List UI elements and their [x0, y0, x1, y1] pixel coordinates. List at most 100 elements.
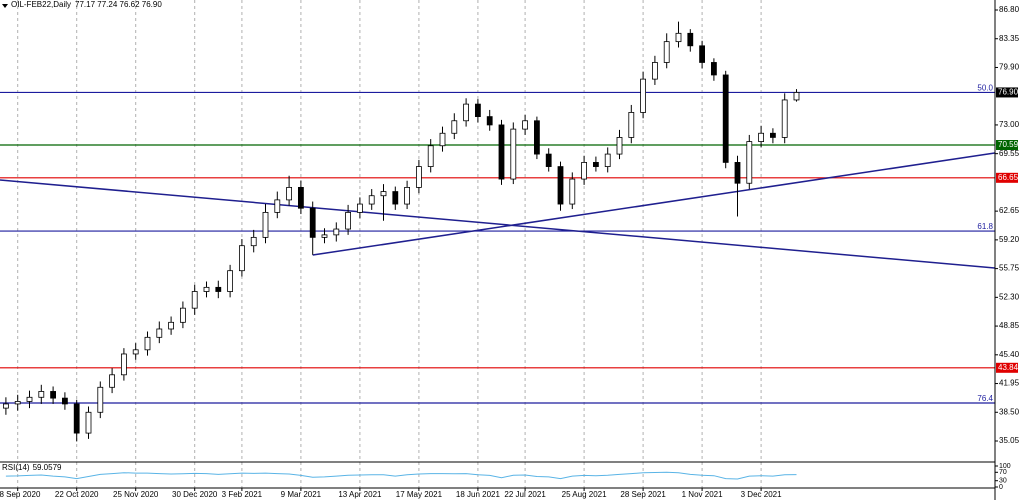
rsi-tick-label: 100	[999, 463, 1011, 470]
candle-body	[427, 145, 434, 167]
rsi-header: RSI(14) 59.0579	[2, 463, 62, 472]
candle-body	[557, 166, 564, 205]
candle-body	[321, 234, 328, 238]
menu-arrow[interactable]	[2, 4, 8, 8]
candle-body	[156, 328, 163, 338]
candle-body	[404, 186, 411, 205]
x-tick-label: 25 Aug 2021	[562, 490, 607, 499]
price-box-label: 76.90	[998, 88, 1019, 97]
x-tick-label: 22 Jul 2021	[504, 490, 546, 499]
candle-body	[498, 124, 505, 180]
candle-body	[510, 128, 517, 180]
candle-body	[593, 162, 599, 167]
chart-header: OIL-FEB22,Daily 77.17 77.24 76.62 76.90	[11, 0, 162, 9]
y-tick-label: 83.35	[999, 34, 1020, 43]
candle-body	[781, 99, 788, 138]
candle-body	[73, 403, 80, 434]
candle-body	[793, 92, 800, 101]
candle-body	[168, 321, 175, 330]
x-tick-label: 3 Dec 2021	[741, 490, 782, 499]
x-tick-label: 22 Oct 2020	[55, 490, 99, 499]
candle-body	[628, 112, 635, 138]
candle-body	[62, 397, 68, 405]
fib-label: 76.4	[977, 394, 993, 403]
candle-body	[179, 307, 186, 323]
plot	[0, 21, 995, 442]
candle-body	[121, 353, 127, 376]
x-tick-label: 25 Nov 2020	[113, 490, 159, 499]
trendline	[312, 152, 995, 256]
candle-body	[345, 211, 352, 230]
quote: 77.17 77.24 76.62 76.90	[75, 0, 162, 9]
x-tick-label: 30 Dec 2020	[172, 490, 218, 499]
candle-body	[534, 120, 540, 155]
candle-body	[333, 228, 340, 236]
x-tick-label: 9 Mar 2021	[281, 490, 322, 499]
y-tick-label: 55.75	[999, 264, 1020, 273]
candle-body	[286, 186, 293, 201]
x-tick-label: 18 Jun 2021	[456, 490, 501, 499]
price-box-label: 70.59	[998, 140, 1019, 149]
y-tick-label: 62.65	[999, 206, 1020, 215]
y-tick-label: 86.80	[999, 5, 1020, 14]
candle-body	[356, 203, 363, 213]
candle-body	[97, 386, 104, 413]
candle-body	[722, 74, 729, 163]
x-tick-label: 17 May 2021	[396, 490, 443, 499]
candle-body	[486, 116, 493, 126]
y-tick-label: 79.90	[999, 63, 1020, 72]
candle-body	[451, 120, 458, 134]
candle-body	[227, 270, 234, 292]
candle-body	[191, 291, 198, 309]
candle-body	[297, 186, 304, 209]
x-tick-label: 1 Nov 2021	[682, 490, 723, 499]
symbol: OIL-FEB22,Daily	[11, 0, 71, 9]
y-tick-label: 45.40	[999, 350, 1020, 359]
candle-body	[368, 195, 375, 205]
candle-body	[734, 162, 741, 184]
candle-body	[380, 191, 387, 197]
y-tick-label: 69.55	[999, 149, 1020, 158]
price-box	[996, 172, 1018, 183]
rsi-tick-label: 70	[999, 469, 1007, 476]
candle-body	[203, 286, 210, 292]
candle-body	[746, 141, 753, 184]
candle-body	[262, 211, 269, 238]
candle-body	[545, 153, 552, 167]
trendline	[0, 179, 995, 269]
rsi-line	[5, 471, 797, 480]
candle-body	[569, 178, 576, 205]
candle-body	[274, 199, 281, 213]
candle-body	[132, 349, 139, 355]
price-box	[996, 87, 1018, 98]
candle-body	[392, 191, 399, 205]
candle-body	[687, 32, 694, 47]
y-tick-label: 35.05	[999, 436, 1020, 445]
candle-body	[581, 162, 587, 180]
candle-body	[474, 103, 481, 118]
y-tick-label: 73.00	[999, 120, 1020, 129]
candle-body	[663, 41, 670, 63]
y-tick-label: 38.50	[999, 407, 1020, 416]
candle-body	[439, 132, 446, 147]
candle-body	[50, 391, 56, 399]
fib-label: 61.8	[977, 222, 993, 231]
candle-body	[652, 62, 658, 80]
x-tick-label: 3 Feb 2021	[222, 490, 263, 499]
price-box	[996, 140, 1018, 151]
candle-body	[109, 374, 115, 388]
rsi-tick-label: 0	[999, 484, 1003, 491]
candle-body	[3, 403, 9, 409]
candle-body	[415, 166, 422, 188]
rsi-name: RSI(14)	[2, 463, 30, 472]
candle-body	[309, 207, 316, 238]
candle-body	[144, 336, 151, 351]
rsi-last: 59.0579	[33, 463, 62, 472]
rsi-tick-label: 30	[999, 478, 1007, 485]
candle-body	[758, 132, 764, 142]
y-tick-label: 48.85	[999, 321, 1020, 330]
candle-body	[26, 396, 33, 402]
x-tick-label: 28 Sep 2021	[620, 490, 666, 499]
